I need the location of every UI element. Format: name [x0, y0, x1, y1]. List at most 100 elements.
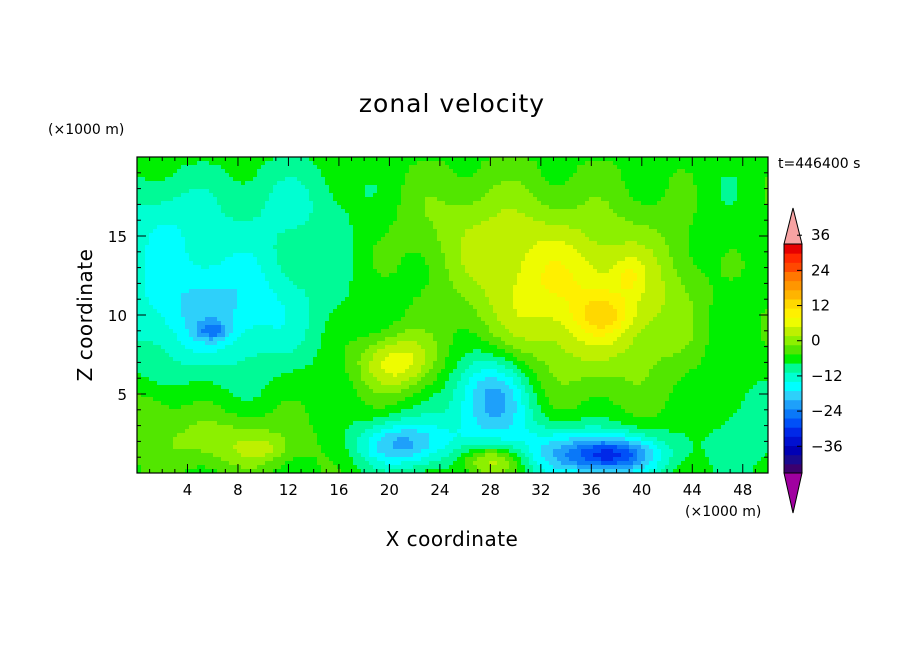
field-cell [185, 377, 190, 382]
field-cell [157, 281, 162, 286]
field-cell [145, 229, 150, 234]
field-cell [345, 389, 350, 394]
field-cell [221, 197, 226, 202]
field-cell [373, 181, 378, 186]
field-cell [217, 293, 222, 298]
field-cell [365, 217, 370, 222]
field-cell [377, 161, 382, 166]
field-cell [281, 225, 286, 230]
field-cell [377, 253, 382, 258]
field-cell [305, 333, 310, 338]
field-cell [333, 185, 338, 190]
field-cell [157, 361, 162, 366]
field-cell [249, 373, 254, 378]
field-cell [385, 317, 390, 322]
field-cell [293, 205, 298, 210]
field-cell [197, 381, 202, 386]
field-cell [197, 281, 202, 286]
field-cell [229, 409, 234, 414]
field-cell [281, 205, 286, 210]
field-cell [249, 265, 254, 270]
field-cell [233, 413, 238, 418]
field-cell [301, 201, 306, 206]
field-cell [257, 289, 262, 294]
field-cell [217, 445, 222, 450]
field-cell [313, 453, 318, 458]
field-cell [205, 381, 210, 386]
field-cell [353, 285, 358, 290]
field-cell [261, 401, 266, 406]
field-cell [305, 341, 310, 346]
field-cell [265, 321, 270, 326]
field-cell [385, 241, 390, 246]
field-cell [341, 277, 346, 282]
field-cell [281, 337, 286, 342]
field-cell [305, 413, 310, 418]
field-cell [145, 393, 150, 398]
field-cell [317, 433, 322, 438]
field-cell [149, 165, 154, 170]
field-cell [173, 225, 178, 230]
field-cell [293, 301, 298, 306]
field-cell [385, 249, 390, 254]
field-cell [333, 197, 338, 202]
field-cell [313, 365, 318, 370]
field-cell [197, 421, 202, 426]
field-cell [221, 297, 226, 302]
field-cell [217, 381, 222, 386]
field-cell [249, 325, 254, 330]
field-cell [217, 389, 222, 394]
field-cell [145, 329, 150, 334]
field-cell [357, 417, 362, 422]
field-cell [341, 349, 346, 354]
field-cell [321, 461, 326, 466]
field-cell [141, 289, 146, 294]
field-cell [229, 169, 234, 174]
field-cell [329, 309, 334, 314]
field-cell [261, 373, 266, 378]
field-cell [141, 273, 146, 278]
field-cell [353, 409, 358, 414]
field-cell [253, 401, 258, 406]
field-cell [313, 221, 318, 226]
field-cell [353, 389, 358, 394]
field-cell [317, 213, 322, 218]
field-cell [297, 241, 302, 246]
field-cell [301, 341, 306, 346]
field-cell [177, 293, 182, 298]
field-cell [233, 417, 238, 422]
field-cell [261, 413, 266, 418]
field-cell [241, 325, 246, 330]
field-cell [233, 237, 238, 242]
field-cell [325, 257, 330, 262]
field-cell [293, 321, 298, 326]
field-cell [269, 233, 274, 238]
field-cell [209, 345, 214, 350]
field-cell [333, 229, 338, 234]
field-cell [385, 229, 390, 234]
field-cell [345, 241, 350, 246]
field-cell [297, 365, 302, 370]
field-cell [353, 373, 358, 378]
field-cell [377, 209, 382, 214]
field-cell [385, 361, 390, 366]
field-cell [241, 261, 246, 266]
field-cell [385, 165, 390, 170]
field-cell [289, 321, 294, 326]
field-cell [257, 217, 262, 222]
field-cell [361, 157, 366, 162]
field-cell [365, 409, 370, 414]
field-cell [193, 377, 198, 382]
field-cell [269, 413, 274, 418]
field-cell [325, 461, 330, 466]
field-cell [277, 277, 282, 282]
field-cell [169, 345, 174, 350]
field-cell [333, 245, 338, 250]
field-cell [173, 333, 178, 338]
field-cell [169, 277, 174, 282]
field-cell [257, 353, 262, 358]
field-cell [205, 249, 210, 254]
field-cell [277, 461, 282, 466]
field-cell [221, 209, 226, 214]
field-cell [385, 353, 390, 358]
